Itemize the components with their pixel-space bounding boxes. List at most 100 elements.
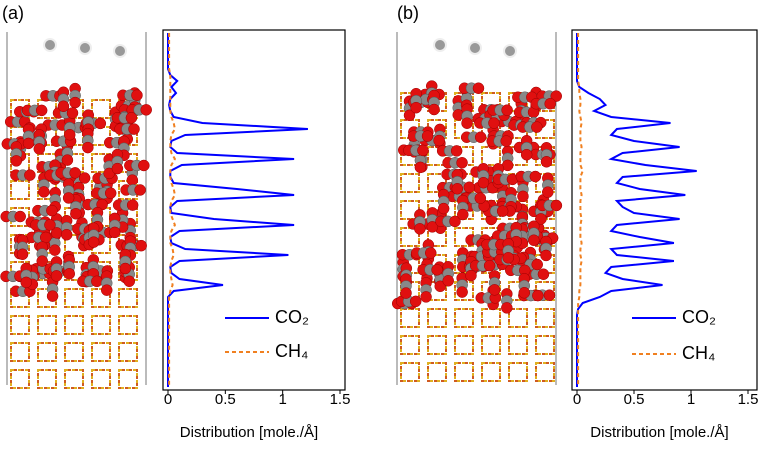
zeolite-ring	[481, 146, 501, 166]
methane-molecule	[43, 38, 57, 52]
zeolite-ring	[37, 315, 57, 335]
zeolite-ring	[508, 335, 528, 355]
oxygen-atom	[472, 82, 485, 94]
oxygen-atom	[61, 154, 74, 166]
zeolite-ring	[10, 180, 30, 200]
zeolite-ring	[10, 342, 30, 362]
zeolite-ring	[400, 335, 420, 355]
zeolite-ring	[535, 119, 555, 139]
zeolite-ring	[481, 362, 501, 382]
x-tick-label: 1	[278, 391, 286, 408]
zeolite-ring	[454, 281, 474, 301]
x-tick-label: 1.5	[738, 391, 759, 408]
oxygen-atom	[36, 255, 48, 267]
legend-label: CH₄	[682, 343, 715, 363]
oxygen-atom	[456, 286, 468, 298]
oxygen-atom	[135, 239, 147, 252]
zeolite-ring	[454, 335, 474, 355]
oxygen-atom	[46, 204, 58, 217]
oxygen-atom	[125, 112, 138, 124]
zeolite-ring	[427, 308, 447, 328]
oxygen-atom	[414, 223, 426, 235]
oxygen-atom	[78, 172, 91, 184]
zeolite-ring	[37, 342, 57, 362]
oxygen-atom	[532, 289, 544, 302]
zeolite-ring	[427, 281, 447, 301]
oxygen-atom	[108, 226, 121, 239]
oxygen-atom	[542, 186, 554, 198]
zeolite-ring	[10, 288, 30, 308]
zeolite-ring	[64, 369, 84, 389]
oxygen-atom	[426, 221, 439, 233]
oxygen-atom	[528, 234, 540, 246]
oxygen-atom	[501, 104, 513, 116]
zeolite-ring	[91, 99, 111, 119]
x-axis-label: Distribution [mole./Å]	[590, 424, 728, 441]
oxygen-atom	[451, 183, 464, 195]
x-axis-label: Distribution [mole./Å]	[180, 424, 318, 441]
zeolite-ring	[64, 288, 84, 308]
oxygen-atom	[22, 137, 35, 150]
plot-frame	[571, 29, 758, 391]
x-tick-label: 1	[687, 391, 695, 408]
zeolite-ring	[118, 342, 138, 362]
zeolite-ring	[10, 342, 30, 362]
zeolite-ring	[481, 335, 501, 355]
oxygen-atom	[60, 228, 73, 241]
oxygen-atom	[126, 199, 139, 211]
oxygen-atom	[33, 143, 46, 155]
zeolite-ring	[400, 173, 420, 193]
zeolite-ring	[508, 308, 528, 328]
oxygen-atom	[66, 107, 79, 119]
zeolite-ring	[400, 362, 420, 382]
methane-molecule	[468, 41, 482, 55]
oxygen-atom	[437, 202, 450, 215]
oxygen-atom	[126, 174, 139, 186]
zeolite-ring	[508, 335, 528, 355]
oxygen-atom	[57, 100, 70, 113]
zeolite-ring	[535, 335, 555, 355]
oxygen-atom	[410, 101, 422, 114]
x-tick-label: 0	[164, 391, 172, 408]
distribution-line	[576, 33, 697, 387]
zeolite-ring	[64, 369, 84, 389]
zeolite-ring	[400, 335, 420, 355]
oxygen-atom	[62, 192, 75, 204]
oxygen-atom	[24, 169, 36, 181]
zeolite-ring	[10, 180, 30, 200]
zeolite-ring	[481, 146, 501, 166]
distribution-line	[167, 33, 308, 387]
oxygen-atom	[531, 258, 543, 271]
oxygen-atom	[63, 128, 76, 141]
zeolite-ring	[64, 342, 84, 362]
zeolite-ring	[535, 308, 555, 328]
zeolite-ring	[508, 362, 528, 382]
oxygen-atom	[104, 187, 117, 199]
oxygen-atom	[450, 145, 463, 157]
x-tick-label: 1.5	[330, 391, 351, 408]
oxygen-atom	[417, 144, 429, 157]
oxygen-atom	[10, 155, 23, 167]
legend-label: CO₂	[682, 307, 716, 327]
oxygen-atom	[94, 117, 107, 130]
zeolite-ring	[10, 315, 30, 335]
oxygen-atom	[496, 205, 509, 217]
zeolite-ring	[481, 308, 501, 328]
oxygen-atom	[138, 159, 150, 172]
oxygen-atom	[82, 141, 94, 154]
x-tick-label: 0	[573, 391, 581, 408]
zeolite-ring	[64, 315, 84, 335]
zeolite-ring	[535, 362, 555, 382]
oxygen-atom	[420, 291, 432, 303]
oxygen-atom	[535, 213, 547, 225]
zeolite-ring	[118, 288, 138, 308]
zeolite-ring	[454, 335, 474, 355]
zeolite-ring	[64, 342, 84, 362]
oxygen-atom	[40, 231, 52, 244]
oxygen-atom	[38, 186, 50, 198]
oxygen-atom	[461, 117, 473, 129]
oxygen-atom	[87, 236, 100, 248]
oxygen-atom	[134, 184, 146, 196]
oxygen-atom	[457, 208, 469, 221]
oxygen-atom	[474, 192, 487, 204]
